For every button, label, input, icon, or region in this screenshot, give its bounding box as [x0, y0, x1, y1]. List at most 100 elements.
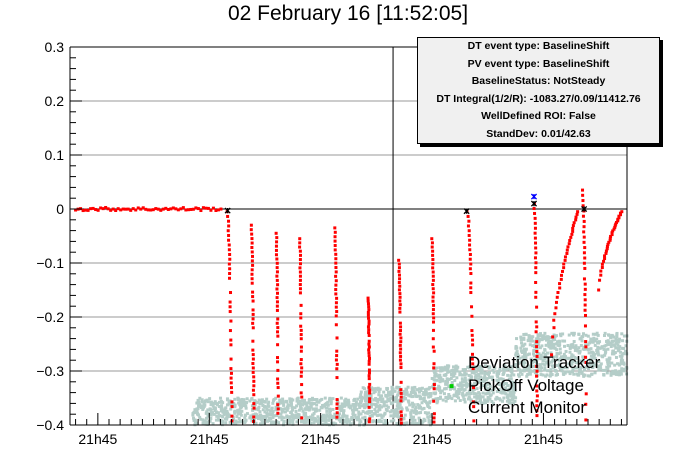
- deviation-point: [129, 208, 133, 212]
- pickoff-point: [411, 405, 415, 409]
- deviation-point: [432, 366, 436, 370]
- deviation-point: [299, 345, 303, 349]
- pickoff-point: [488, 384, 492, 388]
- pickoff-point: [206, 414, 210, 418]
- pickoff-point: [410, 388, 414, 392]
- pickoff-point: [369, 405, 373, 409]
- pickoff-point: [587, 367, 591, 371]
- pickoff-point: [593, 371, 597, 375]
- pickoff-point: [557, 344, 561, 348]
- pickoff-point: [413, 385, 417, 389]
- pickoff-point: [541, 373, 545, 377]
- pickoff-point: [372, 391, 376, 395]
- pickoff-point: [509, 383, 513, 387]
- pickoff-point: [191, 412, 195, 416]
- pickoff-point: [289, 418, 293, 422]
- deviation-point: [226, 214, 230, 218]
- deviation-point: [367, 351, 371, 355]
- deviation-point: [275, 261, 279, 265]
- pickoff-point: [619, 372, 623, 376]
- pickoff-point: [496, 382, 500, 386]
- deviation-point: [552, 326, 556, 330]
- pickoff-point: [375, 414, 379, 418]
- deviation-point: [562, 262, 566, 266]
- deviation-point: [535, 394, 539, 398]
- deviation-point: [468, 257, 472, 261]
- pickoff-point: [588, 374, 592, 378]
- deviation-point: [582, 240, 586, 244]
- pickoff-point: [510, 397, 514, 401]
- deviation-point: [368, 391, 372, 395]
- pickoff-point: [248, 399, 252, 403]
- pickoff-point: [290, 405, 294, 409]
- pickoff-point: [266, 404, 270, 408]
- pickoff-point: [590, 350, 594, 354]
- deviation-point: [535, 340, 539, 344]
- deviation-point: [299, 303, 303, 307]
- deviation-point: [189, 207, 193, 211]
- pickoff-point: [286, 422, 290, 426]
- deviation-point: [276, 368, 280, 372]
- pickoff-point: [531, 344, 535, 348]
- pickoff-point: [191, 413, 195, 417]
- pickoff-point: [527, 364, 531, 368]
- pickoff-point: [339, 416, 343, 420]
- pickoff-point: [589, 359, 593, 363]
- pickoff-point: [228, 402, 232, 406]
- deviation-point: [252, 406, 256, 410]
- deviation-point: [276, 377, 280, 381]
- pickoff-point: [558, 362, 562, 366]
- deviation-point: [230, 390, 234, 394]
- pickoff-point: [243, 416, 247, 420]
- pickoff-point: [293, 415, 297, 419]
- deviation-point: [275, 308, 279, 312]
- pickoff-point: [497, 372, 501, 376]
- pickoff-point: [428, 401, 432, 405]
- deviation-point: [572, 221, 576, 225]
- pickoff-point: [299, 402, 303, 406]
- deviation-point: [227, 262, 231, 266]
- deviation-point: [250, 237, 254, 241]
- pickoff-point: [228, 399, 232, 403]
- pickoff-point: [621, 359, 625, 363]
- pickoff-point: [567, 362, 571, 366]
- pickoff-point: [465, 391, 469, 395]
- deviation-point: [94, 208, 98, 212]
- pickoff-point: [553, 346, 557, 350]
- pickoff-point: [315, 403, 319, 407]
- pickoff-point: [574, 361, 578, 365]
- deviation-point: [582, 277, 586, 281]
- deviation-point: [431, 274, 435, 278]
- deviation-point: [300, 395, 304, 399]
- deviation-point: [252, 379, 256, 383]
- deviation-point: [161, 207, 165, 211]
- deviation-point: [553, 312, 557, 316]
- pickoff-point: [547, 344, 551, 348]
- pickoff-point: [348, 419, 352, 423]
- pickoff-point: [345, 414, 349, 418]
- pickoff-point: [291, 417, 295, 421]
- pickoff-point: [622, 367, 626, 371]
- y-tick-label: 0.2: [45, 93, 65, 109]
- pickoff-point: [409, 411, 413, 415]
- deviation-point: [533, 236, 537, 240]
- pickoff-point: [350, 416, 354, 420]
- pickoff-point: [562, 352, 566, 356]
- pickoff-point: [589, 337, 593, 341]
- pickoff-point: [591, 364, 595, 368]
- pickoff-point: [556, 358, 560, 362]
- pickoff-point: [474, 382, 478, 386]
- pickoff-point: [446, 365, 450, 369]
- pickoff-point: [511, 389, 515, 393]
- pickoff-point: [476, 368, 480, 372]
- pickoff-point: [441, 379, 445, 383]
- pickoff-point: [522, 347, 526, 351]
- pickoff-point: [464, 393, 468, 397]
- pickoff-point: [501, 380, 505, 384]
- pickoff-point: [321, 417, 325, 421]
- pickoff-point: [573, 348, 577, 352]
- deviation-point: [228, 305, 232, 309]
- pickoff-point: [198, 396, 202, 400]
- deviation-point: [229, 357, 233, 361]
- pickoff-point: [256, 407, 260, 411]
